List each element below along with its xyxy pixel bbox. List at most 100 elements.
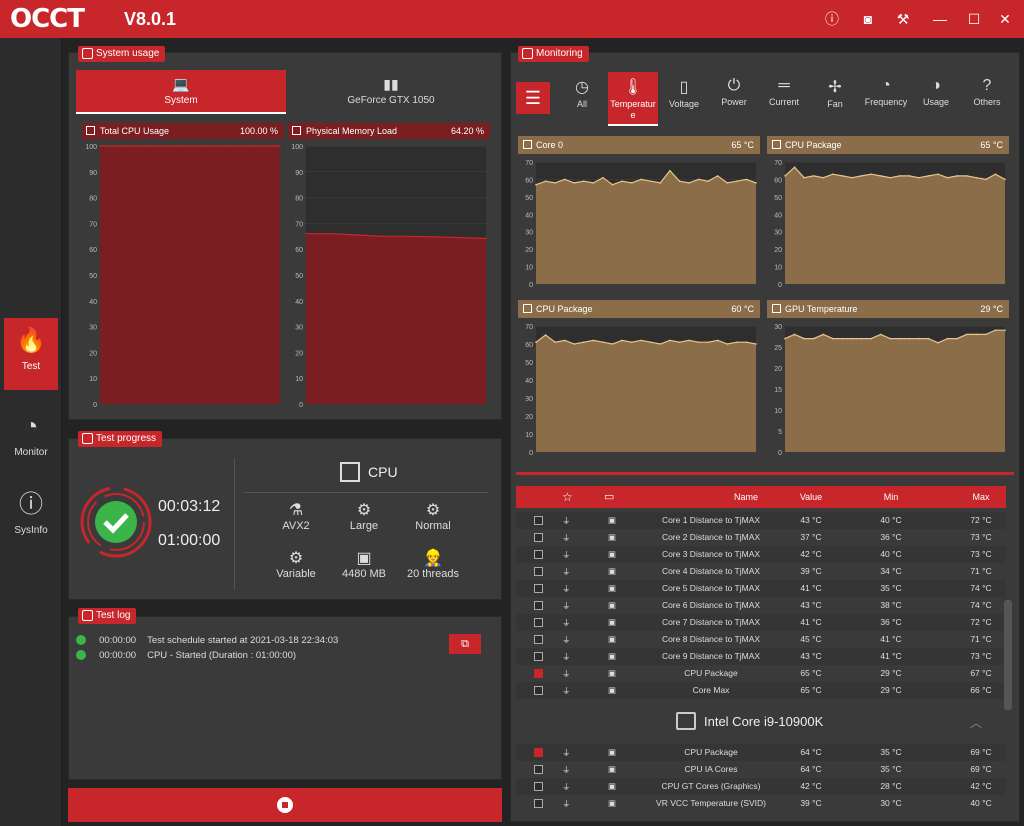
minimize-icon[interactable]: — (933, 11, 947, 27)
data-point (602, 176, 604, 179)
sidebar-item-sysinfo[interactable]: ⓘ SysInfo (4, 482, 58, 554)
data-point (946, 176, 949, 179)
row-checkbox[interactable] (534, 799, 543, 808)
filter-temperature[interactable]: 🌡 Temperature (608, 72, 658, 126)
column-header-max[interactable]: Max (972, 492, 990, 502)
row-checkbox[interactable] (534, 601, 543, 610)
data-point (841, 175, 844, 177)
log-icon (82, 610, 93, 621)
table-row[interactable]: ⏚ ▣ Core 7 Distance to TjMAX 41 °C 36 °C 72 °… (516, 614, 1006, 631)
row-checkbox[interactable] (534, 584, 543, 593)
row-checkbox[interactable] (534, 765, 543, 774)
table-row[interactable]: ⏚ ▣ Core 6 Distance to TjMAX 43 °C 38 °C 74 °… (516, 597, 1006, 614)
sidebar-item-test[interactable]: 🔥 Test (4, 318, 58, 390)
cell-value: 42 °C (800, 549, 822, 559)
table-row[interactable]: ⏚ ▣ Core Max 65 °C 29 °C 66 °C (516, 682, 1006, 699)
filter-frequency[interactable]: ◔ Frequency (862, 72, 910, 126)
filter-usage[interactable]: ◑ Usage (914, 72, 958, 126)
filter-label: Frequency (864, 97, 908, 107)
filter-fan[interactable]: ✢ Fan (813, 72, 857, 126)
table-row[interactable]: ⏚ ▣ Core 1 Distance to TjMAX 43 °C 40 °C 72 °… (516, 512, 1006, 529)
data-point (793, 166, 796, 168)
splitter[interactable] (516, 472, 1014, 475)
table-row[interactable]: ⏚ ▣ VR VCC Temperature (SVID) 39 °C 30 °C 40 … (516, 795, 1006, 812)
data-point (659, 343, 662, 345)
tab-system[interactable]: 💻 System (76, 70, 286, 114)
table-row[interactable]: ⏚ ▣ CPU Package 64 °C 35 °C 69 °C (516, 744, 1006, 761)
row-checkbox[interactable] (534, 516, 543, 525)
table-row[interactable]: ⏚ ▣ Core 9 Distance to TjMAX 43 °C 41 °C 73 °… (516, 648, 1006, 665)
thermometer-icon: ⏚ (562, 782, 571, 792)
option-variable: ⚙ Variable (266, 548, 326, 580)
filter-voltage[interactable]: ▯ Voltage (662, 72, 706, 126)
table-row[interactable]: ⏚ ▣ CPU IA Cores 64 °C 35 °C 69 °C (516, 761, 1006, 778)
filter-current[interactable]: ═ Current (762, 72, 806, 126)
y-tick-label: 40 (295, 299, 303, 306)
table-row[interactable]: ⏚ ▣ Core 8 Distance to TjMAX 45 °C 41 °C 71 °… (516, 631, 1006, 648)
data-point (899, 337, 901, 340)
table-row[interactable]: ⏚ ▣ Core 2 Distance to TjMAX 37 °C 36 °C 73 °… (516, 529, 1006, 546)
maximize-icon[interactable]: ☐ (967, 11, 981, 27)
info-icon[interactable]: ⓘ (825, 11, 839, 27)
y-tick-label: 40 (89, 299, 97, 306)
table-row[interactable]: ⏚ ▣ Core 3 Distance to TjMAX 42 °C 40 °C 73 °… (516, 546, 1006, 563)
close-icon[interactable]: ✕ (999, 11, 1011, 27)
table-row[interactable]: ⏚ ▣ Core 5 Distance to TjMAX 41 °C 35 °C 74 °… (516, 580, 1006, 597)
filter-all[interactable]: ◷ All (560, 72, 604, 126)
scrollbar-thumb[interactable] (1004, 600, 1012, 710)
data-point (841, 337, 844, 340)
camera-icon[interactable]: ◙ (863, 11, 873, 27)
row-checkbox[interactable] (534, 669, 543, 678)
filter-label: Current (768, 97, 799, 107)
row-checkbox[interactable] (534, 635, 543, 644)
filter-power[interactable]: ⏻ Power (712, 72, 756, 126)
chart-value: 29 °C (980, 304, 1003, 314)
tab-gpu[interactable]: ▮▮ GeForce GTX 1050 (288, 70, 494, 114)
data-point (611, 343, 614, 345)
column-header-value[interactable]: Value (799, 492, 823, 502)
table-row[interactable]: ⏚ ▣ CPU Package 65 °C 29 °C 67 °C (516, 665, 1006, 682)
flask-icon: ⚗ (288, 502, 304, 519)
data-point (860, 175, 863, 177)
row-checkbox[interactable] (534, 748, 543, 757)
cell-min: 29 °C (880, 685, 902, 695)
series-area (100, 146, 280, 404)
table-row[interactable]: ⏚ ▣ Core 4 Distance to TjMAX 39 °C 34 °C 71 °… (516, 563, 1006, 580)
y-tick-label: 50 (525, 360, 533, 367)
table-row[interactable]: ⏚ ▣ CPU GT Cores (Graphics) 42 °C 28 °C 42 °C (516, 778, 1006, 795)
collapse-icon[interactable]: ︿ (970, 716, 983, 730)
thermometer-icon: ⏚ (562, 584, 571, 594)
row-checkbox[interactable] (534, 782, 543, 791)
cpu-icon: ▣ (608, 583, 617, 593)
cell-max: 74 °C (970, 600, 992, 610)
column-header-min[interactable]: Min (883, 492, 899, 502)
row-checkbox[interactable] (534, 550, 543, 559)
stop-test-button[interactable] (68, 788, 502, 822)
row-checkbox[interactable] (534, 686, 543, 695)
data-point (716, 175, 719, 177)
menu-button[interactable]: ☰ (516, 82, 550, 114)
data-point (621, 180, 623, 182)
cell-value: 65 °C (800, 668, 822, 678)
wrench-icon[interactable]: ⚒ (896, 11, 910, 27)
filter-others[interactable]: ? Others (965, 72, 1009, 126)
sidebar-item-monitor[interactable]: ◔ Monitor (4, 404, 58, 476)
copy-log-button[interactable]: ⧉ (449, 634, 481, 654)
log-text: Test schedule started at 2021-03-18 22:3… (147, 635, 339, 646)
cell-min: 36 °C (880, 617, 902, 627)
thermometer-icon: ⏚ (562, 550, 571, 560)
column-header-name[interactable]: Name (733, 492, 758, 502)
y-tick-label: 60 (295, 247, 303, 254)
cell-name: Core 5 Distance to TjMAX (661, 583, 761, 593)
cell-max: 72 °C (970, 617, 992, 627)
sensor-table-body: ⏚ ▣ Core 1 Distance to TjMAX 43 °C 40 °C 72 °… (516, 512, 1006, 702)
row-checkbox[interactable] (534, 618, 543, 627)
cell-max: 71 °C (970, 634, 992, 644)
row-checkbox[interactable] (534, 567, 543, 576)
data-point (908, 175, 911, 177)
row-checkbox[interactable] (534, 652, 543, 661)
cpu-icon: ▣ (608, 532, 617, 542)
data-point (408, 235, 410, 238)
app-logo: OCCT (10, 4, 85, 34)
row-checkbox[interactable] (534, 533, 543, 542)
